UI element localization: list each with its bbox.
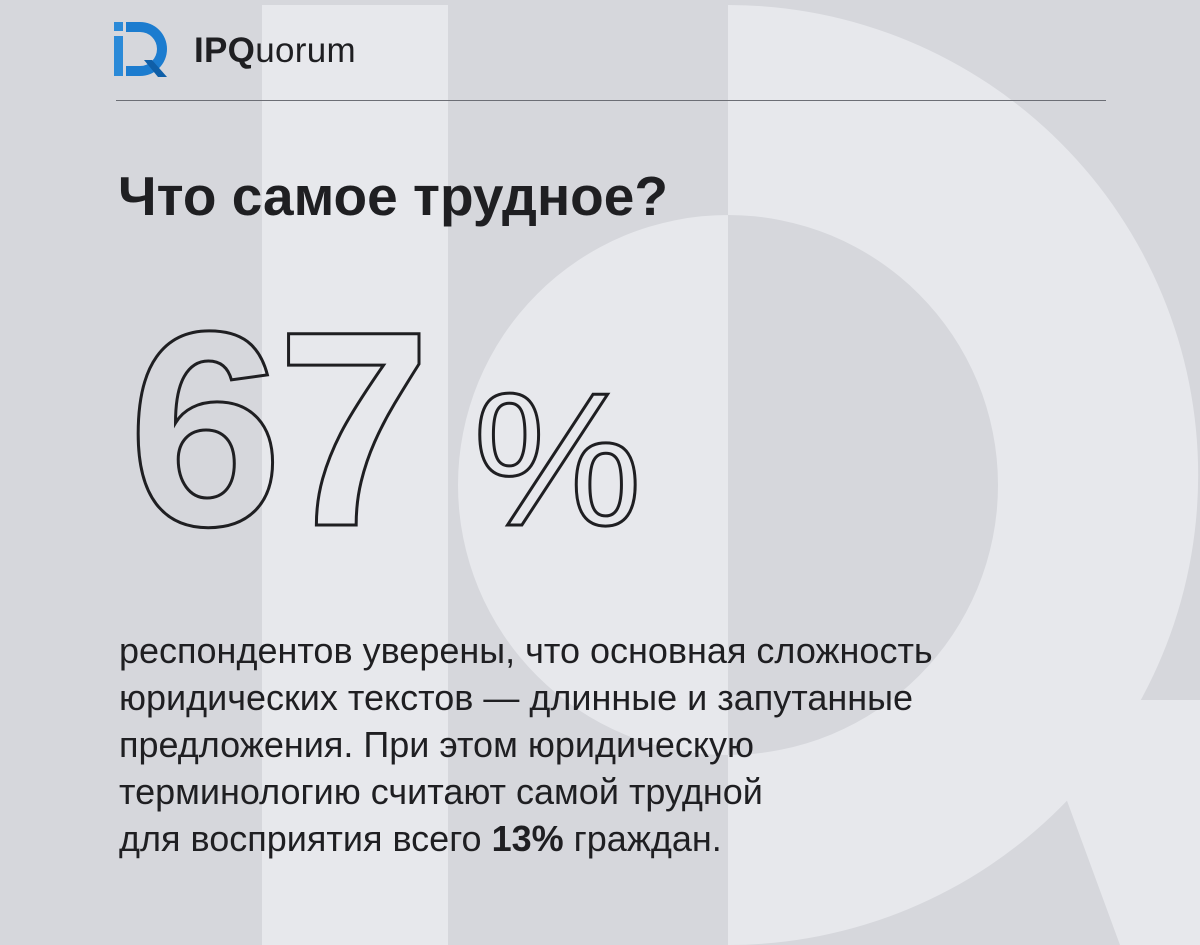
description-line-5: для восприятия всего 13% граждан. [119,815,1079,862]
description-line-3: предложения. При этом юридическую [119,724,754,765]
description-line-2: юридических текстов — длинные и запутанн… [119,677,914,718]
description-line-5-start: для восприятия всего [119,818,492,859]
description-line-5-end: граждан. [563,818,722,859]
stat-description: респондентов уверены, что основная сложн… [119,627,1079,862]
ipquorum-logo-icon [114,22,167,77]
brand-name: IPQuorum [194,33,356,68]
highlight-percentage: 13% [491,818,564,859]
brand-logo: IPQuorum [114,20,356,80]
stat-percent-sign: % [473,354,642,550]
stat-figure: 67 % [128,300,648,550]
description-line-1: респондентов уверены, что основная сложн… [119,630,933,671]
brand-name-strong: IPQ [194,30,256,70]
header-divider [116,100,1106,101]
description-line-4: терминологию считают самой трудной [119,771,763,812]
stat-number: 67 [128,300,425,550]
page-title: Что самое трудное? [118,165,668,227]
brand-name-rest: uorum [255,30,356,70]
